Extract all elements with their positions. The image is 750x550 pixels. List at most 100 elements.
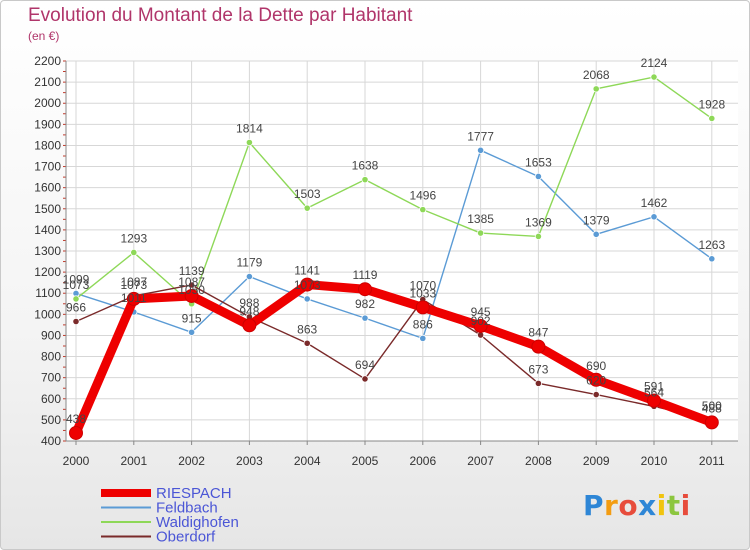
data-point: [188, 328, 196, 336]
y-tick-label: 1900: [34, 117, 61, 131]
legend-label-oberdorf: Oberdorf: [156, 529, 216, 546]
data-point: [126, 291, 141, 306]
data-label: 488: [702, 401, 722, 415]
y-tick-label: 1200: [34, 265, 61, 279]
data-label: 591: [644, 380, 664, 394]
y-tick-label: 600: [41, 392, 61, 406]
data-label: 1496: [409, 189, 436, 203]
data-label: 2068: [583, 68, 610, 82]
data-point: [419, 334, 427, 342]
y-tick-label: 1300: [34, 244, 61, 258]
data-point: [361, 314, 369, 322]
data-label: 1099: [63, 272, 90, 286]
data-label: 673: [528, 362, 548, 376]
data-label: 1179: [236, 256, 262, 270]
data-point: [419, 206, 427, 214]
data-label: 1814: [236, 121, 263, 135]
x-tick-label: 2001: [120, 454, 147, 468]
data-label: 1928: [698, 97, 725, 111]
data-label: 1653: [525, 155, 552, 169]
data-label: 863: [297, 322, 317, 336]
y-tick-label: 900: [41, 328, 61, 342]
data-label: 886: [413, 317, 433, 331]
series-line-oberdorf: [75, 284, 712, 421]
data-label: 1293: [120, 231, 147, 245]
data-point: [245, 138, 253, 147]
y-tick-label: 400: [41, 434, 61, 448]
data-label: 1379: [583, 213, 610, 227]
data-label: 694: [355, 358, 375, 372]
data-label: 1087: [178, 275, 205, 289]
data-label: 2124: [641, 56, 668, 70]
x-tick-label: 2005: [352, 454, 379, 468]
x-tick-label: 2003: [236, 454, 263, 468]
data-point: [72, 295, 80, 303]
data-label: 500: [702, 399, 722, 413]
data-label: 438: [66, 412, 86, 426]
legend-label-riespach: RIESPACH: [156, 485, 232, 502]
data-label: 1462: [641, 196, 668, 210]
x-tick-label: 2004: [294, 454, 321, 468]
data-point: [303, 339, 311, 347]
y-tick-label: 800: [41, 350, 61, 364]
series-line-feldbach: [75, 149, 713, 340]
data-label: 902: [471, 314, 491, 328]
data-label: 945: [471, 305, 491, 319]
y-tick-label: 1100: [35, 286, 61, 300]
data-point: [647, 393, 661, 408]
data-label: 1263: [698, 238, 725, 252]
data-point: [303, 204, 311, 212]
data-label: 1503: [294, 187, 321, 201]
y-tick-label: 1600: [34, 181, 61, 195]
y-tick-label: 700: [41, 371, 61, 385]
data-point: [473, 318, 488, 333]
data-point: [592, 390, 600, 399]
data-label: 620: [586, 374, 606, 388]
data-point: [650, 73, 658, 81]
data-point: [361, 176, 369, 184]
data-point: [69, 425, 83, 440]
data-point: [589, 372, 604, 387]
data-label: 1050: [178, 283, 205, 297]
data-label: 1011: [121, 291, 147, 305]
data-point: [245, 272, 253, 281]
data-point: [708, 114, 716, 123]
data-label: 1033: [409, 286, 436, 300]
x-tick-label: 2011: [699, 454, 725, 468]
y-tick-label: 500: [41, 413, 61, 427]
data-label: 1369: [525, 215, 552, 229]
data-label: 847: [528, 326, 548, 340]
legend-label-feldbach: Feldbach: [156, 500, 218, 517]
data-label: 1119: [353, 268, 378, 282]
data-label: 1777: [467, 129, 494, 143]
data-point: [704, 415, 719, 430]
data-point: [476, 146, 485, 154]
data-label: 1141: [294, 264, 320, 278]
data-label: 690: [586, 359, 606, 373]
data-label: 1073: [63, 278, 90, 292]
data-label: 1070: [409, 279, 436, 293]
chart-title: Evolution du Montant de la Dette par Hab…: [28, 5, 413, 26]
series-line-riespach: [71, 280, 714, 435]
y-tick-label: 1700: [34, 160, 61, 174]
x-tick-label: 2002: [178, 454, 205, 468]
data-point: [534, 379, 543, 387]
y-tick-label: 2000: [34, 96, 61, 110]
y-tick-label: 1000: [34, 307, 61, 321]
y-tick-label: 1800: [34, 138, 61, 152]
proxiti-logo: Proxiti: [583, 489, 691, 522]
data-point: [184, 288, 199, 303]
data-label: 1073: [294, 278, 321, 292]
data-point: [415, 300, 430, 315]
data-point: [130, 248, 138, 257]
data-point: [300, 277, 315, 292]
data-point: [242, 318, 257, 333]
data-point: [708, 255, 716, 263]
data-label: 988: [239, 296, 259, 310]
data-point: [650, 213, 658, 221]
data-point: [476, 229, 485, 237]
y-tick-label: 1500: [34, 202, 61, 216]
data-point: [534, 232, 543, 241]
